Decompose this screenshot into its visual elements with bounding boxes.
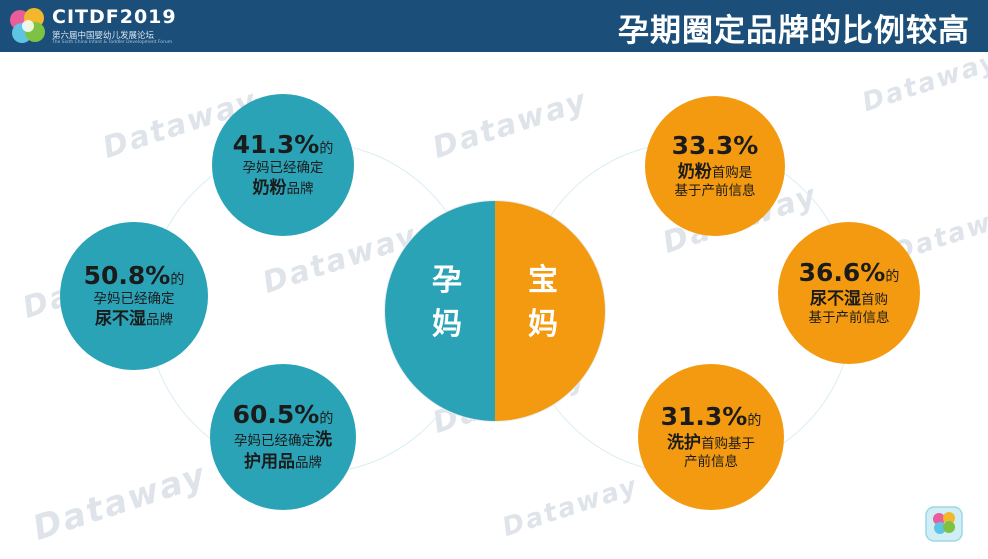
stat-text: 孕妈已经确定洗 — [234, 430, 332, 451]
stat-percent: 33.3% — [671, 130, 759, 160]
infographic-area: Dataway Dataway Dataway Dataway Dataway … — [0, 46, 988, 559]
stat-percent: 31.3%的 — [660, 401, 762, 431]
stat-text: 尿不湿首购 — [810, 288, 888, 309]
stat-text: 尿不湿品牌 — [95, 309, 173, 330]
stat-percent: 41.3%的 — [232, 129, 334, 159]
watermark: Dataway — [858, 45, 988, 119]
stat-text: 洗护首购基于 — [667, 432, 755, 453]
stat-bubble: 41.3%的 孕妈已经确定 奶粉品牌 — [212, 94, 354, 236]
forum-badge-icon — [925, 506, 963, 542]
stat-text: 护用品品牌 — [244, 452, 322, 473]
center-left-half: 孕妈 — [385, 201, 495, 421]
stat-bubble: 50.8%的 孕妈已经确定 尿不湿品牌 — [60, 222, 208, 370]
stat-bubble: 31.3%的 洗护首购基于 产前信息 — [638, 364, 784, 510]
stat-text: 奶粉品牌 — [252, 178, 314, 199]
stat-percent: 50.8%的 — [83, 260, 185, 290]
stat-text: 孕妈已经确定 — [242, 159, 324, 176]
watermark: Dataway — [428, 83, 592, 166]
stat-text: 奶粉首购是 — [677, 161, 753, 182]
header-bar: CITDF2019 第六届中国婴幼儿发展论坛 The Sixth China I… — [0, 0, 988, 52]
center-right-half: 宝妈 — [495, 201, 605, 421]
center-right-label: 宝妈 — [528, 263, 558, 342]
stat-bubble: 36.6%的 尿不湿首购 基于产前信息 — [778, 222, 920, 364]
forum-logo-icon — [10, 8, 45, 43]
stat-percent: 36.6%的 — [798, 257, 900, 287]
logo-english: The Sixth China Infant & Toddler Develop… — [52, 40, 173, 45]
stat-bubble: 60.5%的 孕妈已经确定洗 护用品品牌 — [210, 364, 356, 510]
stat-text: 基于产前信息 — [674, 182, 756, 199]
stat-percent: 60.5%的 — [232, 399, 334, 429]
forum-logo: CITDF2019 第六届中国婴幼儿发展论坛 The Sixth China I… — [6, 5, 206, 47]
logo-name: CITDF2019 — [52, 6, 177, 28]
center-left-label: 孕妈 — [432, 263, 462, 342]
watermark: Dataway — [498, 470, 643, 544]
center-circle: 孕妈 宝妈 — [384, 200, 606, 422]
stat-text: 产前信息 — [684, 453, 738, 470]
watermark: Dataway — [28, 455, 212, 549]
stat-bubble: 33.3% 奶粉首购是 基于产前信息 — [645, 96, 785, 236]
stat-text: 孕妈已经确定 — [93, 290, 175, 307]
page-title: 孕期圈定品牌的比例较高 — [618, 13, 970, 49]
stat-text: 基于产前信息 — [808, 309, 890, 326]
logo-subtitle: 第六届中国婴幼儿发展论坛 — [52, 31, 155, 41]
